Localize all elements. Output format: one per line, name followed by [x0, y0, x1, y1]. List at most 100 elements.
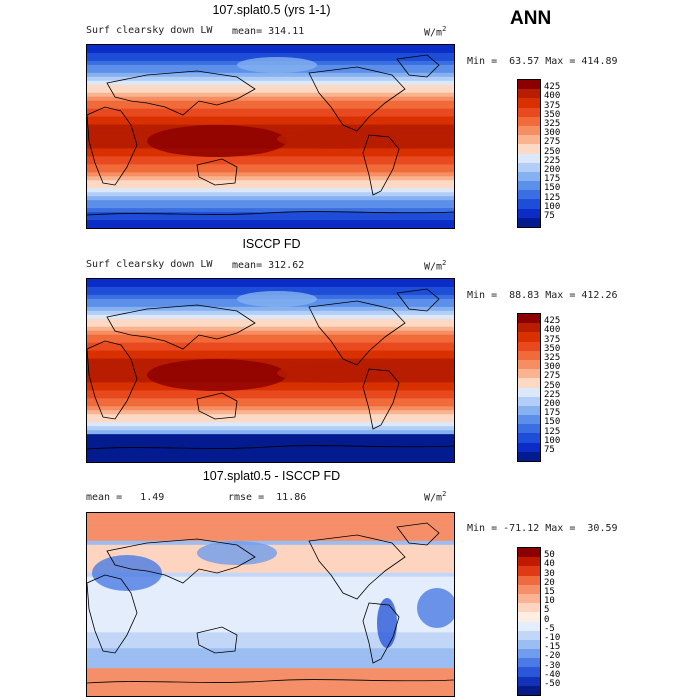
colorbar-cell — [518, 135, 540, 145]
colorbar-tick-label: 275 — [544, 371, 561, 382]
colorbar-tick-label: 175 — [544, 408, 561, 419]
colorbar-cell — [518, 676, 540, 686]
colorbar-tick-label: -40 — [544, 669, 561, 680]
colorbar-cell — [518, 603, 540, 613]
colorbar-cell — [518, 612, 540, 622]
panel-3-mean: mean = 1.49 — [86, 492, 165, 503]
colorbar-tick-label: 400 — [544, 325, 561, 336]
colorbar-tick-label: -5 — [544, 623, 555, 634]
panel-1-minmax: Min = 63.57 Max = 414.89 — [467, 56, 618, 67]
panel-2-minmax: Min = 88.83 Max = 412.26 — [467, 290, 618, 301]
colorbar-cell — [518, 639, 540, 650]
colorbar-tick-label: 75 — [544, 445, 555, 455]
colorbar-tick-label: 225 — [544, 155, 561, 166]
colorbar-cell — [518, 433, 540, 443]
colorbar-tick-label: 350 — [544, 109, 561, 120]
colorbar-tick-label: 350 — [544, 343, 561, 354]
colorbar-tick-label: 325 — [544, 353, 561, 363]
colorbar-cell — [518, 125, 540, 136]
colorbar-cell — [518, 350, 540, 360]
colorbar-tick-label: 0 — [544, 614, 550, 625]
colorbar-cell — [518, 181, 540, 191]
colorbar-tick-label: 300 — [544, 362, 561, 373]
colorbar-tick-label: 200 — [544, 165, 561, 175]
colorbar-tick-label: 100 — [544, 435, 561, 446]
season-label: ANN — [510, 8, 552, 29]
colorbar-cell — [518, 424, 540, 434]
colorbar-tick-label: 300 — [544, 128, 561, 139]
colorbar-tick-label: 200 — [544, 399, 561, 409]
colorbar-cell — [518, 575, 540, 585]
colorbar-tick-label: -50 — [544, 679, 561, 689]
colorbar-cell — [518, 190, 540, 200]
colorbar-cell — [518, 359, 540, 370]
colorbar-cell — [518, 89, 540, 99]
colorbar-cell — [518, 107, 540, 117]
colorbar-tick-label: 175 — [544, 174, 561, 185]
colorbar-tick-label: 20 — [544, 577, 555, 588]
colorbar-tick-label: 225 — [544, 389, 561, 400]
colorbar-cell — [518, 548, 540, 558]
panel-3-title: 107.splat0.5 - ISCCP FD — [202, 469, 341, 483]
panel-1-map-field — [87, 45, 454, 228]
panel-2-variable: Surf clearsky down LW — [86, 259, 213, 270]
colorbar-cell — [518, 649, 540, 659]
panel-2-map-field — [87, 279, 454, 462]
colorbar-cell — [518, 80, 540, 90]
colorbar-tick-label: 400 — [544, 91, 561, 102]
panel-3-rmse: rmse = 11.86 — [228, 492, 307, 503]
colorbar-cell — [518, 387, 540, 397]
colorbar-tick-label: -15 — [544, 642, 561, 653]
colorbar-cell — [518, 396, 540, 406]
colorbar-tick-label: 425 — [544, 316, 561, 327]
panel-3-colorbar — [517, 547, 541, 697]
colorbar-tick-label: 275 — [544, 137, 561, 148]
colorbar-tick-label: 15 — [544, 587, 555, 597]
colorbar-cell — [518, 415, 540, 425]
colorbar-cell — [518, 584, 540, 594]
colorbar-cell — [518, 378, 540, 388]
colorbar-tick-label: 125 — [544, 426, 561, 437]
colorbar-cell — [518, 341, 540, 351]
colorbar-cell — [518, 199, 540, 209]
panel-3-map-field — [87, 513, 454, 696]
colorbar-cell — [518, 630, 540, 640]
colorbar-tick-label: 5 — [544, 605, 550, 616]
colorbar-tick-label: 150 — [544, 417, 561, 428]
colorbar-cell — [518, 144, 540, 154]
colorbar-cell — [518, 162, 540, 172]
colorbar-cell — [518, 171, 540, 182]
panel-1-colorbar — [517, 79, 541, 229]
panel-1-title: 107.splat0.5 (yrs 1-1) — [212, 3, 331, 17]
panel-1-mean: mean= 314.11 — [232, 26, 305, 37]
colorbar-cell — [518, 557, 540, 567]
colorbar-cell — [518, 332, 540, 342]
panel-3-map — [86, 512, 455, 697]
panel-1-map — [86, 44, 455, 229]
colorbar-cell — [518, 667, 540, 677]
colorbar-tick-label: 325 — [544, 119, 561, 129]
colorbar-tick-label: 375 — [544, 334, 561, 345]
colorbar-tick-label: -30 — [544, 660, 561, 671]
colorbar-cell — [518, 208, 540, 218]
panel-3-minmax: Min = -71.12 Max = 30.59 — [467, 523, 618, 534]
colorbar-cell — [518, 451, 540, 461]
colorbar-cell — [518, 217, 540, 227]
colorbar-cell — [518, 685, 540, 695]
panel-1-variable: Surf clearsky down LW — [86, 25, 213, 36]
colorbar-tick-label: -20 — [544, 651, 561, 662]
colorbar-cell — [518, 566, 540, 576]
colorbar-tick-label: 30 — [544, 568, 555, 579]
colorbar-cell — [518, 369, 540, 379]
colorbar-cell — [518, 323, 540, 333]
colorbar-cell — [518, 442, 540, 452]
colorbar-tick-label: 150 — [544, 183, 561, 194]
colorbar-tick-label: -10 — [544, 633, 561, 643]
colorbar-tick-label: 50 — [544, 550, 555, 561]
colorbar-cell — [518, 116, 540, 126]
colorbar-cell — [518, 621, 540, 631]
panel-2-mean: mean= 312.62 — [232, 260, 305, 271]
colorbar-tick-label: 250 — [544, 146, 561, 157]
panel-2-colorbar — [517, 313, 541, 463]
colorbar-cell — [518, 153, 540, 163]
